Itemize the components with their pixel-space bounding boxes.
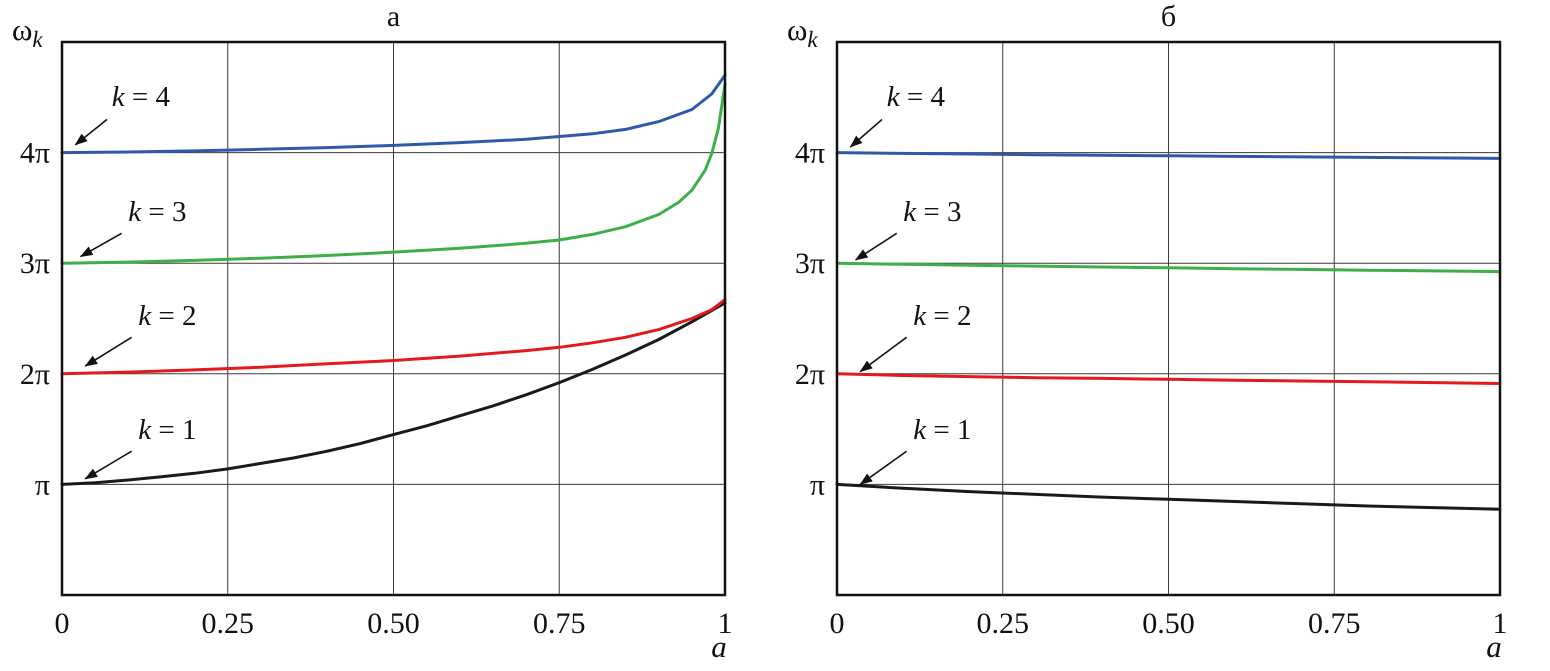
chart-title: б <box>1161 0 1176 33</box>
plot-frame <box>835 40 1502 597</box>
chart-a-canvas: 0 0.25 0.50 0.75 1 π 2π 3π 4π а ωk a k = 4 k = 3 k = 2… <box>12 0 733 664</box>
x-tick-label: 0.50 <box>367 607 420 640</box>
annotation-label-k3: k = 3 <box>128 196 186 228</box>
curve-k1 <box>60 301 727 486</box>
y-tick-label: 3π <box>795 247 825 280</box>
x-tick-label: 1 <box>718 607 733 640</box>
y-tick-label: 2π <box>795 358 825 391</box>
annotation-arrow-k4 <box>849 118 883 148</box>
y-tick-label: π <box>35 468 50 501</box>
x-tick-label: 0.50 <box>1142 607 1195 640</box>
curve-k3 <box>835 261 1502 274</box>
y-tick-label: π <box>810 468 825 501</box>
curve-k2 <box>835 372 1502 385</box>
annotation-arrow-k2 <box>859 336 908 373</box>
annotation-arrow-k4 <box>74 118 108 146</box>
x-tick-label: 0.75 <box>533 607 586 640</box>
x-tick-label: 0.75 <box>1308 607 1361 640</box>
annotation-label-k1: k = 1 <box>913 414 971 446</box>
annotation-label-k1: k = 1 <box>138 414 196 446</box>
y-axis-label: ωk <box>12 12 43 52</box>
annotation-label-k4: k = 4 <box>887 81 946 113</box>
plot-frame <box>60 40 727 597</box>
annotation-arrow-k2 <box>84 336 133 367</box>
annotation-label-k3: k = 3 <box>903 196 961 228</box>
annotation-arrow-k3 <box>854 232 898 261</box>
x-tick-label: 0.25 <box>202 607 255 640</box>
chart-panel-a: 0 0.25 0.50 0.75 1 π 2π 3π 4π а ωk a k = 4 k = 3 k = 2… <box>12 0 733 664</box>
annotation-arrow-k1 <box>84 450 133 480</box>
curve-k4 <box>60 73 727 155</box>
x-tick-label: 0 <box>55 607 70 640</box>
x-tick-label: 0 <box>830 607 845 640</box>
x-axis-label: a <box>1486 629 1502 664</box>
y-axis-label: ωk <box>787 12 818 52</box>
y-tick-label: 2π <box>20 358 50 391</box>
x-tick-label: 1 <box>1493 607 1508 640</box>
curve-k4 <box>835 151 1502 160</box>
y-tick-label: 3π <box>20 247 50 280</box>
chart-title: а <box>387 0 400 33</box>
curve-k2 <box>60 298 727 376</box>
chart-panel-b: 0 0.25 0.50 0.75 1 π 2π 3π 4π б ωk a k = 4 k = 3 k = 2… <box>775 0 1550 671</box>
annotation-arrow-k3 <box>79 232 123 258</box>
annotation-label-k2: k = 2 <box>913 300 971 332</box>
y-tick-label: 4π <box>20 137 50 170</box>
x-axis-label: a <box>711 629 727 664</box>
curve-k3 <box>60 82 727 265</box>
curve-k1 <box>835 482 1502 511</box>
chart-b-canvas: 0 0.25 0.50 0.75 1 π 2π 3π 4π б ωk a k = 4 k = 3 k = 2… <box>787 0 1508 664</box>
x-tick-label: 0.25 <box>977 607 1030 640</box>
y-tick-label: 4π <box>795 137 825 170</box>
annotation-label-k4: k = 4 <box>112 81 171 113</box>
annotation-label-k2: k = 2 <box>138 300 196 332</box>
annotation-arrow-k1 <box>859 450 908 486</box>
